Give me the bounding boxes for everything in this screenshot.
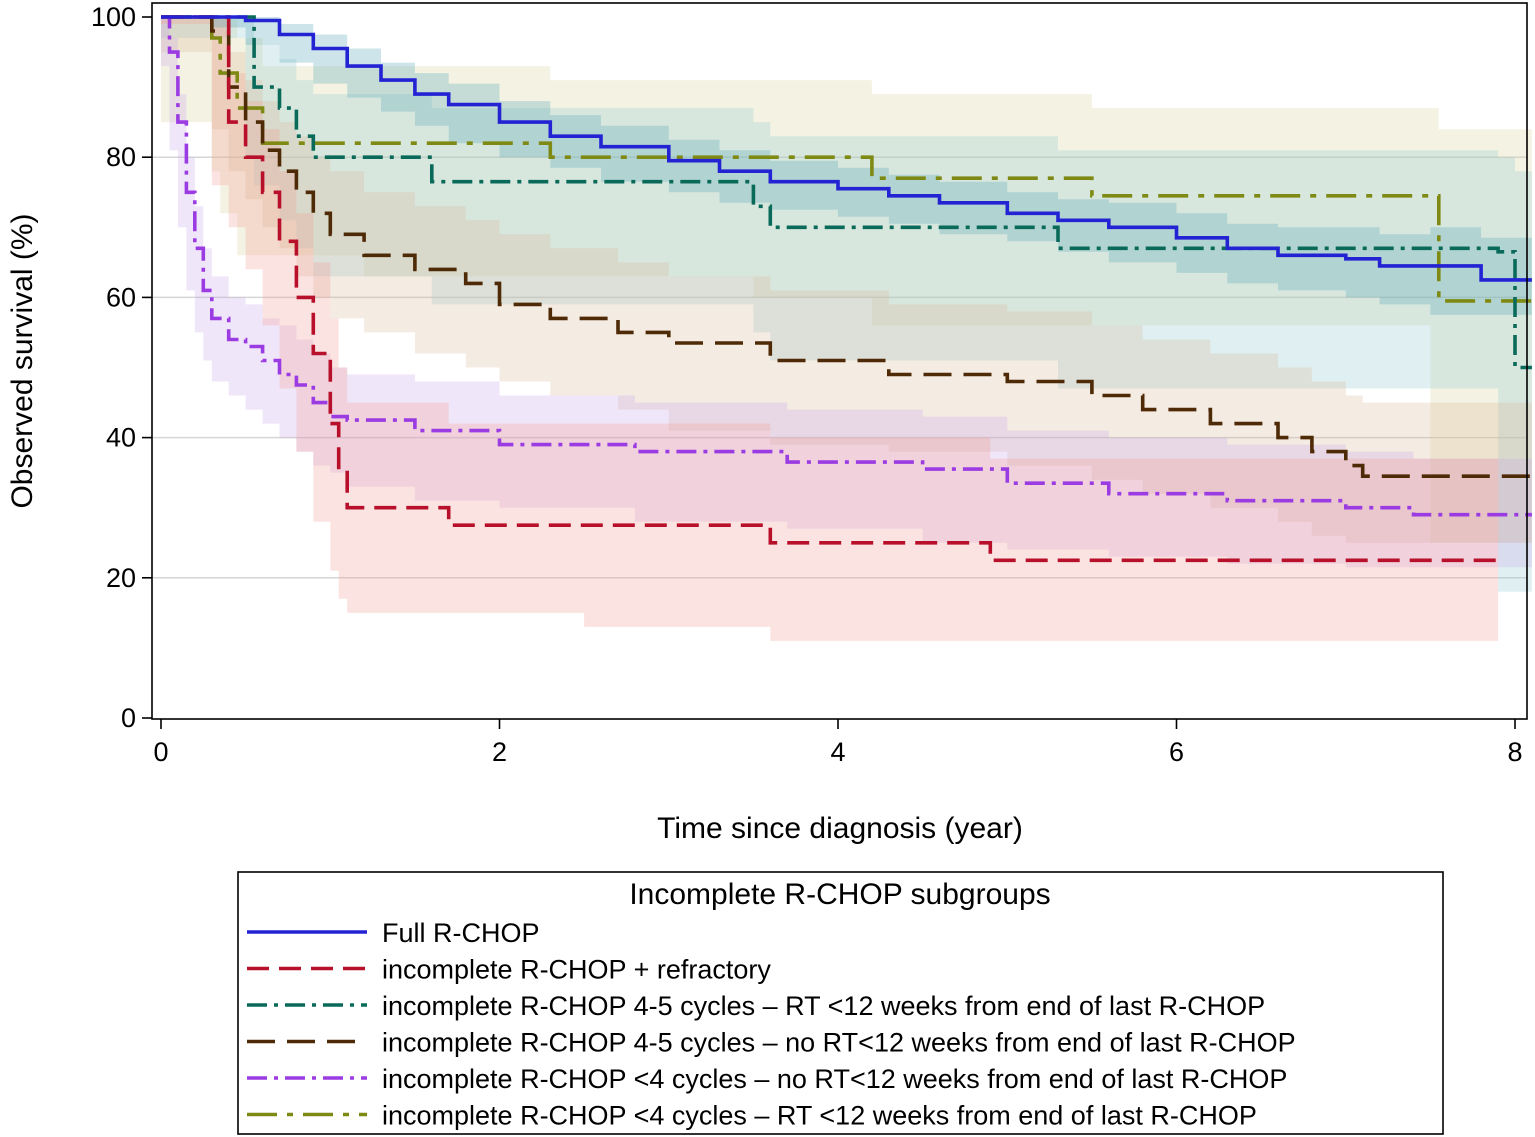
ci-band-rt45 xyxy=(161,17,1532,592)
legend-item-rt45: incomplete R-CHOP 4-5 cycles – RT <12 we… xyxy=(247,991,1265,1021)
legend-items: Full R-CHOP incomplete R-CHOP + refractor… xyxy=(247,918,1296,1131)
series-line-refractory xyxy=(161,15,1499,563)
plot-frame xyxy=(151,2,1528,720)
y-axis-label: Observed survival (%) xyxy=(6,213,39,508)
legend-label-nort4: incomplete R-CHOP <4 cycles – no RT<12 w… xyxy=(382,1064,1287,1094)
x-tick-label-4: 4 xyxy=(830,737,845,767)
ci-band-nort4 xyxy=(161,17,1532,568)
confidence-bands xyxy=(161,17,1532,641)
ci-band-full xyxy=(161,17,1532,315)
y-tick-label-60: 60 xyxy=(106,282,136,312)
legend-item-refractory: incomplete R-CHOP + refractory xyxy=(247,955,771,985)
y-tick-label-100: 100 xyxy=(91,2,136,32)
legend-label-rt4: incomplete R-CHOP <4 cycles – RT <12 wee… xyxy=(382,1101,1257,1131)
ci-band-refractory xyxy=(161,17,1499,641)
series-line-rt45 xyxy=(161,15,1532,370)
series-line-nort4 xyxy=(161,15,1532,517)
series-line-nort45 xyxy=(161,15,1532,478)
series-line-full xyxy=(161,15,1532,282)
y-tick-label-20: 20 xyxy=(106,563,136,593)
y-tick-label-0: 0 xyxy=(121,703,136,733)
legend-label-refractory: incomplete R-CHOP + refractory xyxy=(382,955,771,985)
x-axis-label: Time since diagnosis (year) xyxy=(657,812,1023,845)
ci-band-rt4 xyxy=(161,17,1532,543)
legend-item-nort45: incomplete R-CHOP 4-5 cycles – no RT<12 … xyxy=(247,1028,1296,1058)
legend-item-full: Full R-CHOP xyxy=(247,918,540,948)
survival-curves xyxy=(161,15,1532,563)
x-tick-label-8: 8 xyxy=(1507,737,1522,767)
y-tick-label-80: 80 xyxy=(106,142,136,172)
legend-item-nort4: incomplete R-CHOP <4 cycles – no RT<12 w… xyxy=(247,1064,1287,1094)
axes: 0 20 40 60 80 100 0 2 4 6 8 xyxy=(91,2,1523,767)
legend-label-rt45: incomplete R-CHOP 4-5 cycles – RT <12 we… xyxy=(382,991,1265,1021)
legend-label-nort45: incomplete R-CHOP 4-5 cycles – no RT<12 … xyxy=(382,1028,1296,1058)
y-tick-label-40: 40 xyxy=(106,423,136,453)
x-tick-label-0: 0 xyxy=(153,737,168,767)
x-tick-label-6: 6 xyxy=(1169,737,1184,767)
series-line-rt4 xyxy=(161,15,1532,303)
legend: Incomplete R-CHOP subgroups Full R-CHOP i… xyxy=(237,871,1444,1135)
legend-item-rt4: incomplete R-CHOP <4 cycles – RT <12 wee… xyxy=(247,1101,1257,1131)
legend-title: Incomplete R-CHOP subgroups xyxy=(629,878,1050,911)
legend-label-full: Full R-CHOP xyxy=(382,918,540,948)
legend-box xyxy=(237,871,1444,1135)
x-tick-label-2: 2 xyxy=(492,737,507,767)
